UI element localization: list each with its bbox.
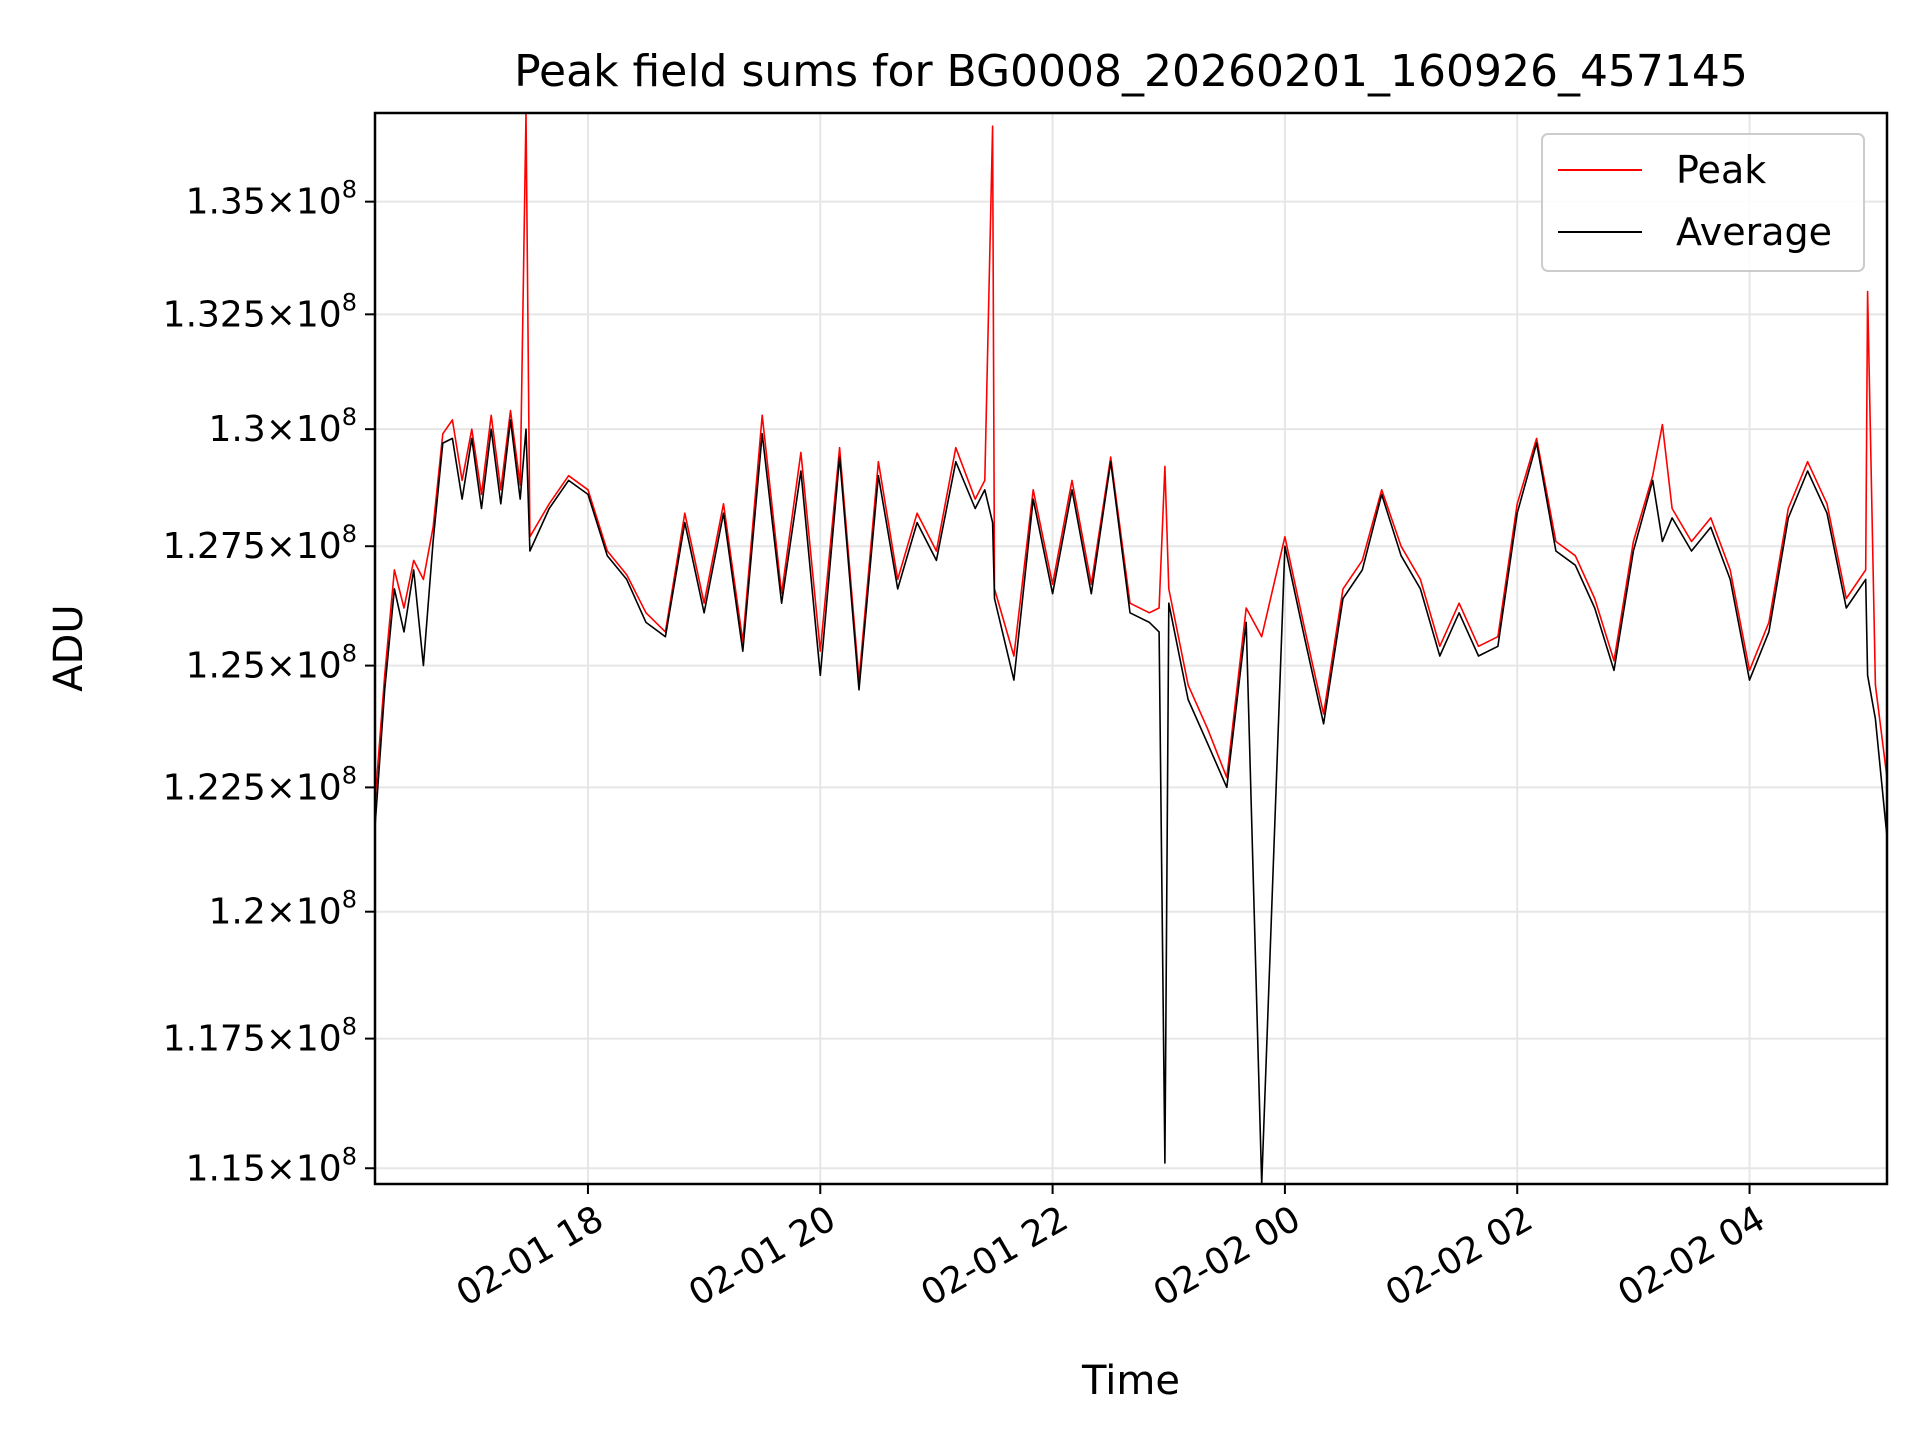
x-tick-label: 02-01 18 [450,1198,611,1314]
x-tick-label: 02-01 20 [682,1198,843,1314]
y-tick-mantissa: 1.3 [208,409,265,450]
y-tick-label: 1.275×108 [163,520,357,567]
y-tick-exponent: 8 [342,1013,357,1041]
y-tick-exponent: 8 [342,1142,357,1170]
legend-label-average: Average [1676,210,1832,254]
y-tick-mantissa: 1.2 [208,892,265,933]
chart-title: Peak field sums for BG0008_20260201_1609… [514,46,1748,97]
y-tick-label: 1.35×108 [186,176,357,223]
y-tick-exponent: 8 [342,403,357,431]
y-tick-mantissa: 1.175 [163,1019,266,1060]
y-tick-times: ×10 [266,646,342,687]
y-tick-times: ×10 [266,892,342,933]
x-tick-label: 02-02 02 [1379,1198,1540,1314]
y-tick-label: 1.225×108 [163,761,357,808]
y-tick-label: 1.2×108 [208,886,357,933]
x-axis-label: Time [1081,1358,1180,1404]
y-tick-exponent: 8 [342,640,357,668]
plot-frame [373,111,1889,1186]
y-axis-label: ADU [46,604,92,691]
y-tick-times: ×10 [266,767,342,808]
grid [375,113,1887,1184]
y-tick-times: ×10 [266,182,342,223]
y-tick-label: 1.325×108 [163,288,357,335]
y-axis: 1.15×1081.175×1081.2×1081.225×1081.25×10… [163,176,375,1189]
legend-box [1541,133,1865,272]
y-tick-label: 1.175×108 [163,1013,357,1060]
y-tick-mantissa: 1.325 [163,294,266,335]
y-tick-times: ×10 [266,1019,342,1060]
legend: Peak Average [1541,133,1865,272]
y-tick-exponent: 8 [342,288,357,316]
y-tick-times: ×10 [266,526,342,567]
y-tick-times: ×10 [266,409,342,450]
series-layer [374,112,1888,1185]
y-tick-times: ×10 [266,1148,342,1189]
y-tick-mantissa: 1.25 [186,646,266,687]
x-tick-label: 02-02 00 [1147,1198,1308,1314]
series-line-peak [374,112,1888,803]
y-tick-mantissa: 1.35 [186,182,266,223]
y-tick-exponent: 8 [342,176,357,204]
legend-label-peak: Peak [1676,148,1766,192]
y-tick-label: 1.3×108 [208,403,357,450]
y-tick-label: 1.25×108 [186,640,357,687]
y-tick-exponent: 8 [342,886,357,914]
series-line-average [374,419,1888,1185]
y-tick-label: 1.15×108 [186,1142,357,1189]
y-tick-exponent: 8 [342,520,357,548]
y-tick-mantissa: 1.225 [163,767,266,808]
y-tick-mantissa: 1.15 [186,1148,266,1189]
x-tick-label: 02-01 22 [914,1198,1075,1314]
x-axis: 02-01 18 02-01 20 02-01 22 02-02 00 02-02 02… [450,1184,1772,1315]
x-tick-label: 02-02 04 [1611,1198,1772,1314]
y-tick-exponent: 8 [342,761,357,789]
y-tick-times: ×10 [266,294,342,335]
y-tick-mantissa: 1.275 [163,526,266,567]
